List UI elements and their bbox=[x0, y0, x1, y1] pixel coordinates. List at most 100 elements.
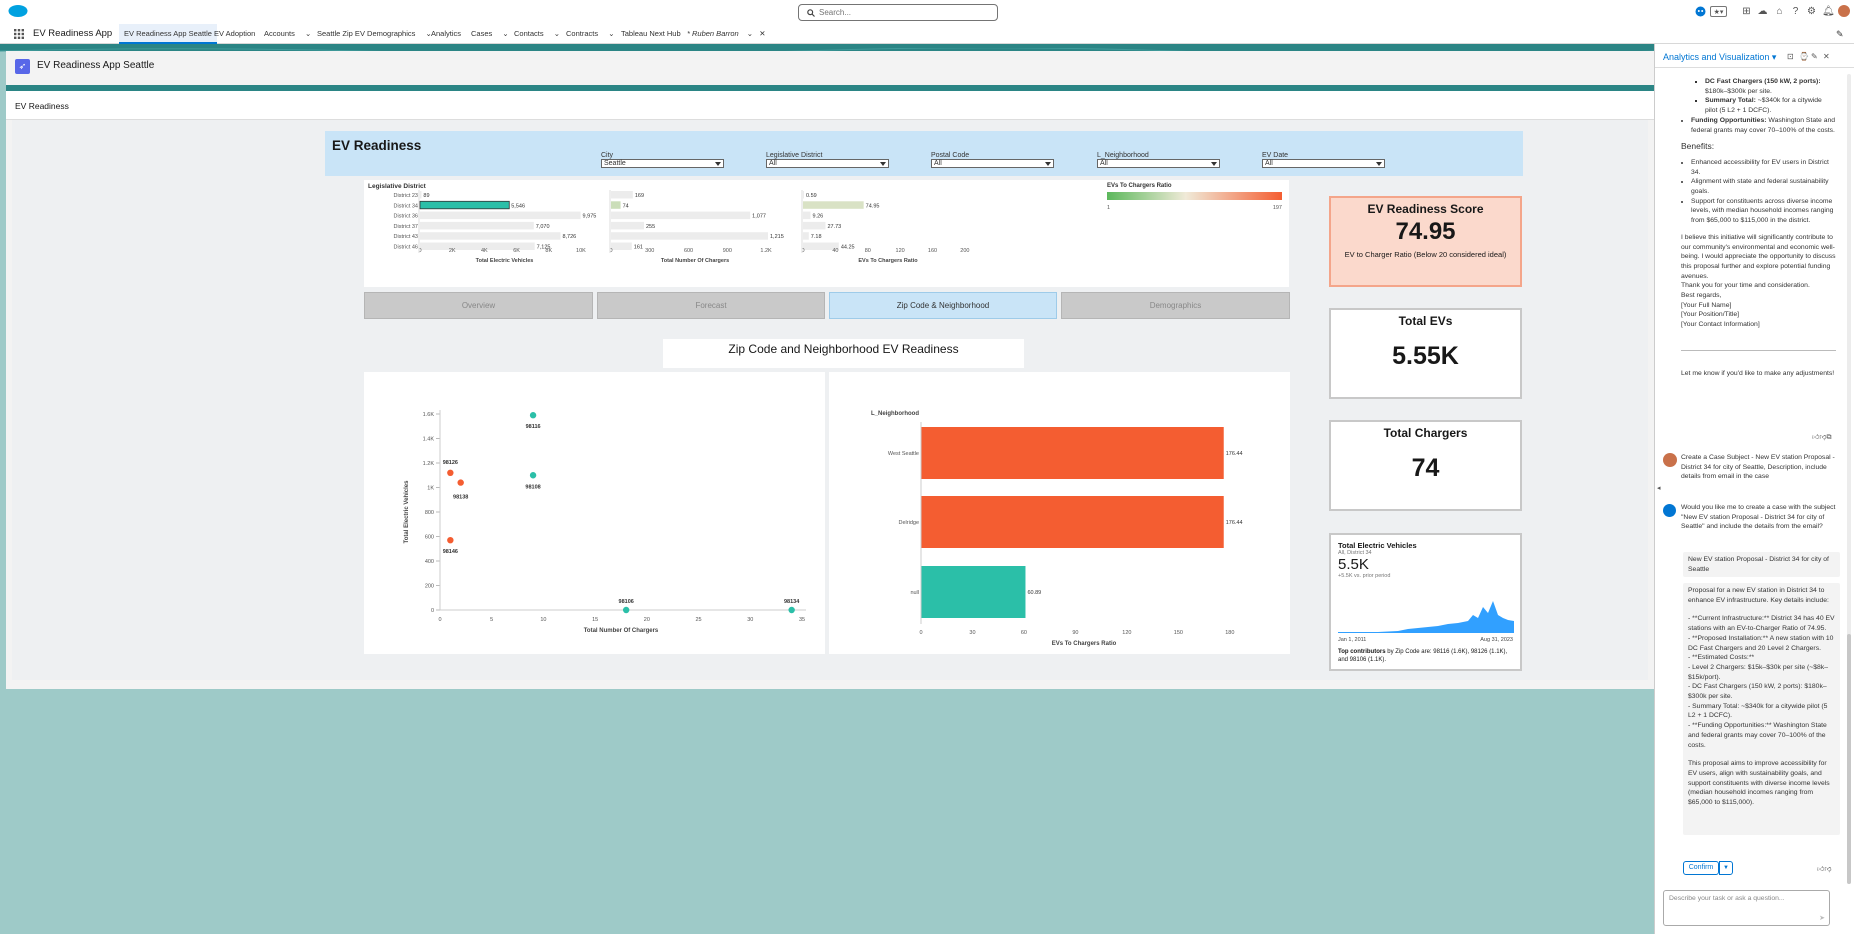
scatter-y-tick: 0 bbox=[431, 608, 434, 614]
neighborhood-x-tick: 120 bbox=[1122, 630, 1131, 636]
ev-date-select[interactable]: All bbox=[1262, 159, 1385, 168]
closing-paragraph: I believe this initiative will significa… bbox=[1681, 233, 1836, 280]
scatter-x-tick: 25 bbox=[696, 617, 702, 623]
nav-tab-label: Tableau Next Hub bbox=[621, 29, 681, 38]
ratio-x-tick: 80 bbox=[865, 248, 871, 254]
chat-input[interactable]: Describe your task or ask a question... ➤ bbox=[1663, 890, 1830, 926]
divider bbox=[1681, 349, 1836, 351]
nav-tab-cases[interactable]: Cases ⌄ bbox=[471, 24, 509, 44]
panel-history-icon[interactable]: ⌚ bbox=[1799, 52, 1809, 61]
favorites-icon[interactable]: ★▾ bbox=[1710, 6, 1727, 17]
scatter-y-tick: 800 bbox=[425, 510, 434, 516]
scatter-point-label: 98106 bbox=[619, 599, 634, 605]
panel-title[interactable]: Analytics and Visualization ▾ bbox=[1663, 52, 1776, 63]
zip-neighborhood-button[interactable]: Zip Code & Neighborhood bbox=[829, 292, 1057, 319]
scatter-chart-card: 0 200 400 600 800 1K 1.2K 1.4K 1.6K 0 5 10 15 20 25 30 3… bbox=[364, 372, 825, 654]
forecast-button[interactable]: Forecast bbox=[597, 292, 825, 319]
chevron-down-icon[interactable]: ⌄ bbox=[304, 29, 312, 38]
district-header: Legislative District bbox=[368, 183, 427, 190]
thumbs-down-icon[interactable]: 👎︎ bbox=[1819, 434, 1827, 441]
agent-icon[interactable] bbox=[1695, 6, 1706, 17]
help-icon[interactable]: ? bbox=[1792, 6, 1799, 17]
edit-nav-pencil-icon[interactable]: ✎ bbox=[1836, 29, 1844, 39]
scroll-thumb[interactable] bbox=[1847, 634, 1851, 884]
nav-tab-tableau-next-hub[interactable]: Tableau Next Hub bbox=[621, 24, 681, 44]
total-evs-card: Total EVs 5.55K bbox=[1329, 308, 1522, 399]
confirm-menu-chevron-icon[interactable]: ▼ bbox=[1719, 861, 1733, 875]
description-line: - DC Fast Chargers (150 kW, 2 ports): $1… bbox=[1688, 683, 1827, 701]
tab-ev-readiness[interactable]: EV Readiness bbox=[15, 101, 69, 111]
chevron-down-icon[interactable]: ⌄ bbox=[502, 29, 509, 38]
overview-button[interactable]: Overview bbox=[364, 292, 593, 319]
neighborhood-x-tick: 150 bbox=[1174, 630, 1183, 636]
nav-tab-contacts[interactable]: Contacts ⌄ bbox=[514, 24, 560, 44]
filter-label: Legislative District bbox=[766, 152, 823, 159]
salesforce-cloud-logo[interactable] bbox=[8, 4, 28, 18]
close-tab-icon[interactable]: ✕ bbox=[759, 29, 766, 38]
nav-tab-ruben-barron[interactable]: * Ruben Barron ⌄ ✕ bbox=[687, 24, 765, 44]
panel-title-text: Analytics and Visualization bbox=[1663, 52, 1770, 62]
legend-title: EVs To Chargers Ratio bbox=[1107, 183, 1172, 189]
notifications-bell-icon[interactable]: 🔔︎ bbox=[1822, 6, 1835, 17]
global-search-input[interactable]: Search... bbox=[798, 4, 998, 21]
nav-tab-analytics[interactable]: Analytics bbox=[431, 24, 461, 44]
nav-tab-label: Seattle Zip EV Demographics bbox=[317, 29, 416, 38]
thumbs-down-icon[interactable]: 👎︎ bbox=[1824, 866, 1832, 873]
settings-gear-icon[interactable]: ⚙ bbox=[1807, 6, 1816, 17]
chargers-value-label: 74 bbox=[623, 203, 629, 209]
panel-edit-icon[interactable]: ✎ bbox=[1811, 52, 1818, 61]
postal-code-select[interactable]: All bbox=[931, 159, 1054, 168]
copy-icon[interactable]: ⧉ bbox=[1826, 434, 1832, 441]
app-launcher-icon[interactable] bbox=[14, 29, 24, 39]
nav-tab-contracts[interactable]: Contracts ⌄ bbox=[566, 24, 615, 44]
evs-bar bbox=[420, 232, 561, 240]
kpi-value: 74.95 bbox=[1395, 218, 1456, 245]
district-category-label: District 46 bbox=[394, 245, 418, 251]
global-actions-icon[interactable]: ⊞ bbox=[1742, 6, 1751, 17]
confirm-button[interactable]: Confirm bbox=[1683, 861, 1719, 875]
scatter-chart: 0 200 400 600 800 1K 1.2K 1.4K 1.6K 0 5 10 15 20 25 30 3… bbox=[404, 410, 806, 634]
guidance-icon[interactable]: ☁ bbox=[1757, 6, 1768, 17]
neighborhood-select[interactable]: All bbox=[1097, 159, 1220, 168]
legislative-district-select[interactable]: All bbox=[766, 159, 889, 168]
panel-expand-icon[interactable]: ⊡ bbox=[1787, 52, 1794, 61]
scatter-y-tick: 400 bbox=[425, 559, 434, 565]
nav-tab-ev-adoption[interactable]: EV Adoption bbox=[214, 24, 255, 44]
chargers-bar bbox=[611, 221, 644, 230]
collapse-arrow-icon[interactable]: ◂ bbox=[1657, 485, 1661, 492]
chargers-x-tick: 0 bbox=[609, 248, 612, 254]
demographics-button[interactable]: Demographics bbox=[1061, 292, 1290, 319]
chevron-down-icon[interactable]: ⌄ bbox=[425, 29, 432, 38]
filter-label: EV Date bbox=[1262, 152, 1289, 159]
nav-tab-ev-readiness-app-seattle[interactable]: EV Readiness App Seattle bbox=[119, 24, 217, 44]
nav-tab-seattle-zip-ev-demographics[interactable]: Seattle Zip EV Demographics ⌄ bbox=[317, 24, 432, 44]
scatter-point-label: 98108 bbox=[525, 484, 540, 490]
panel-scrollbar[interactable] bbox=[1847, 74, 1851, 884]
user-avatar[interactable] bbox=[1837, 4, 1851, 18]
decorative-banner bbox=[6, 85, 1654, 91]
nav-tab-accounts[interactable]: Accounts ⌄ bbox=[264, 24, 311, 44]
scatter-point bbox=[622, 606, 630, 614]
scatter-point-label: 98138 bbox=[453, 495, 468, 501]
panel-close-icon[interactable]: ✕ bbox=[1823, 52, 1830, 61]
ratio-bar bbox=[803, 211, 811, 220]
setup-assistant-icon[interactable]: ⌂ bbox=[1776, 6, 1783, 17]
scatter-x-tick: 20 bbox=[644, 617, 650, 623]
chargers-bar bbox=[611, 211, 751, 220]
neighborhood-bar bbox=[921, 566, 1026, 618]
city-select[interactable]: Seattle bbox=[601, 159, 724, 168]
chevron-down-icon[interactable]: ⌄ bbox=[608, 29, 615, 38]
ratio-value-label: 0.59 bbox=[806, 193, 817, 199]
ratio-bar bbox=[803, 191, 804, 199]
closing-line: Best regards, bbox=[1681, 292, 1722, 300]
scatter-point bbox=[529, 472, 537, 479]
filter-legislative-district: Legislative District All bbox=[766, 152, 889, 168]
description-line: - Level 2 Chargers: $15k–$30k per site (… bbox=[1688, 663, 1828, 681]
benefits-heading: Benefits: bbox=[1681, 141, 1715, 152]
thumbs-up-icon[interactable]: 👍︎ bbox=[1812, 434, 1820, 441]
chevron-down-icon[interactable]: ⌄ bbox=[746, 29, 754, 38]
evs-x-tick: 2K bbox=[449, 248, 456, 254]
thumbs-up-icon[interactable]: 👍︎ bbox=[1817, 866, 1825, 873]
send-icon[interactable]: ➤ bbox=[1819, 915, 1825, 922]
chevron-down-icon[interactable]: ⌄ bbox=[553, 29, 560, 38]
